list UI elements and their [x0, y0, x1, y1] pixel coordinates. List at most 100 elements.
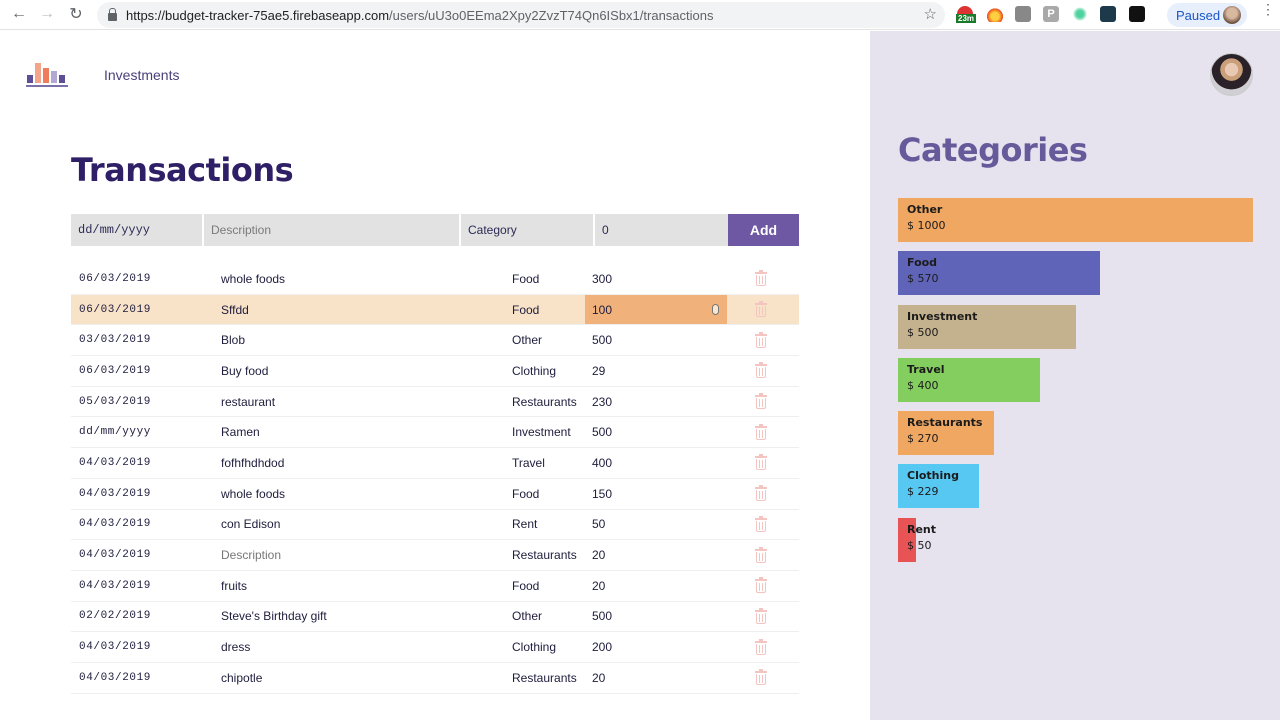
row-category[interactable]: Other — [512, 609, 543, 624]
category-select[interactable]: Category — [461, 214, 595, 246]
browser-menu-icon[interactable]: ⋮ — [1261, 1, 1275, 17]
url-text[interactable]: https://budget-tracker-75ae5.firebaseapp… — [126, 7, 714, 23]
row-amount[interactable]: 200 — [592, 640, 613, 655]
row-date[interactable]: 06/03/2019 — [79, 272, 152, 285]
row-description[interactable]: con Edison — [221, 517, 281, 532]
row-amount[interactable]: 500 — [592, 333, 613, 348]
delete-button[interactable] — [755, 663, 771, 693]
table-row[interactable]: 04/03/2019 fofhfhdhdod Travel 400 — [71, 448, 799, 479]
row-amount[interactable]: 20 — [592, 670, 606, 685]
row-description[interactable]: dress — [221, 640, 251, 655]
delete-button[interactable] — [755, 540, 771, 570]
row-amount[interactable]: 29 — [592, 363, 606, 378]
row-category[interactable]: Restaurants — [512, 670, 577, 685]
row-category[interactable]: Other — [512, 333, 543, 348]
row-amount[interactable]: 300 — [592, 271, 613, 286]
row-date[interactable]: 04/03/2019 — [79, 671, 152, 684]
extension-camera-icon[interactable] — [1015, 6, 1031, 22]
row-category[interactable]: Clothing — [512, 640, 557, 655]
extension-react-icon[interactable] — [1100, 6, 1116, 22]
row-date[interactable]: 03/03/2019 — [79, 334, 152, 347]
row-description[interactable]: chipotle — [221, 670, 263, 685]
row-description[interactable]: whole foods — [221, 486, 286, 501]
delete-button[interactable] — [755, 602, 771, 632]
row-description[interactable]: restaurant — [221, 394, 276, 409]
row-category[interactable]: Clothing — [512, 363, 557, 378]
row-description[interactable]: Blob — [221, 333, 246, 348]
amount-input[interactable]: 0 — [595, 214, 728, 246]
extension-timer-icon[interactable]: 23m — [956, 6, 977, 23]
row-date[interactable]: 02/02/2019 — [79, 610, 152, 623]
profile-paused-button[interactable]: Paused — [1167, 3, 1247, 27]
row-category[interactable]: Investment — [512, 425, 571, 440]
row-amount[interactable]: 50 — [592, 517, 606, 532]
row-description[interactable]: fofhfhdhdod — [221, 455, 285, 470]
row-date[interactable]: 06/03/2019 — [79, 364, 152, 377]
amount-stepper[interactable] — [712, 303, 719, 315]
nav-investments-link[interactable]: Investments — [104, 67, 180, 83]
table-row[interactable]: 04/03/2019 fruits Food 20 — [71, 571, 799, 602]
row-date[interactable]: dd/mm/yyyy — [79, 426, 152, 439]
row-category[interactable]: Food — [512, 578, 540, 593]
table-row[interactable]: 05/03/2019 restaurant Restaurants 230 — [71, 387, 799, 418]
row-description[interactable]: Sffdd — [221, 302, 249, 317]
table-row[interactable]: 06/03/2019 Sffdd Food 100 — [71, 294, 799, 326]
extension-fire-icon[interactable] — [987, 6, 1003, 22]
delete-button[interactable] — [755, 264, 771, 294]
row-amount[interactable]: 20 — [592, 578, 606, 593]
row-date[interactable]: 04/03/2019 — [79, 641, 152, 654]
back-icon[interactable]: ← — [11, 5, 27, 22]
row-amount[interactable]: 400 — [592, 455, 613, 470]
row-description[interactable]: Steve's Birthday gift — [221, 609, 327, 624]
table-row[interactable]: 04/03/2019 chipotle Restaurants 20 — [71, 663, 799, 694]
delete-button[interactable] — [755, 510, 771, 540]
row-description[interactable]: whole foods — [221, 271, 286, 286]
delete-button[interactable] — [755, 448, 771, 478]
table-row[interactable]: 06/03/2019 Buy food Clothing 29 — [71, 356, 799, 387]
row-date[interactable]: 05/03/2019 — [79, 395, 152, 408]
table-row[interactable]: 04/03/2019 dress Clothing 200 — [71, 632, 799, 663]
delete-button[interactable] — [755, 325, 771, 355]
row-date[interactable]: 04/03/2019 — [79, 579, 152, 592]
extension-dark-icon[interactable] — [1129, 6, 1145, 22]
row-date[interactable]: 04/03/2019 — [79, 549, 152, 562]
row-description[interactable]: Buy food — [221, 363, 269, 378]
row-amount[interactable]: 500 — [592, 425, 613, 440]
date-input[interactable]: dd/mm/yyyy — [71, 214, 204, 246]
table-row[interactable]: 06/03/2019 whole foods Food 300 — [71, 264, 799, 295]
delete-button[interactable] — [755, 632, 771, 662]
delete-button[interactable] — [755, 295, 771, 325]
delete-button[interactable] — [755, 356, 771, 386]
row-date[interactable]: 04/03/2019 — [79, 518, 152, 531]
row-amount[interactable]: 230 — [592, 394, 613, 409]
extension-radar-icon[interactable] — [1072, 6, 1088, 22]
description-input[interactable]: Description — [204, 214, 461, 246]
delete-button[interactable] — [755, 387, 771, 417]
row-amount[interactable]: 500 — [592, 609, 613, 624]
row-category[interactable]: Restaurants — [512, 394, 577, 409]
table-row[interactable]: dd/mm/yyyy Ramen Investment 500 — [71, 417, 799, 449]
bookmark-star-icon[interactable]: ☆ — [923, 6, 937, 23]
delete-button[interactable] — [755, 479, 771, 509]
row-description[interactable]: fruits — [221, 578, 248, 593]
table-row[interactable]: 02/02/2019 Steve's Birthday gift Other 500 — [71, 602, 799, 633]
address-bar[interactable]: https://budget-tracker-75ae5.firebaseapp… — [97, 2, 945, 28]
row-date[interactable]: 04/03/2019 — [79, 487, 152, 500]
extension-p-icon[interactable]: P — [1043, 6, 1059, 22]
row-amount-input[interactable]: 100 — [585, 294, 727, 325]
row-date[interactable]: 04/03/2019 — [79, 456, 152, 469]
table-row[interactable]: 03/03/2019 Blob Other 500 — [71, 325, 799, 357]
row-category[interactable]: Rent — [512, 517, 538, 532]
table-row[interactable]: 04/03/2019 con Edison Rent 50 — [71, 510, 799, 541]
row-category[interactable]: Food — [512, 271, 540, 286]
row-amount[interactable]: 150 — [592, 486, 613, 501]
row-description[interactable]: Description — [221, 548, 282, 563]
add-button[interactable]: Add — [728, 214, 799, 246]
reload-icon[interactable]: ↻ — [69, 6, 83, 23]
app-logo-icon[interactable] — [26, 61, 70, 87]
row-amount[interactable]: 20 — [592, 548, 606, 563]
forward-icon[interactable]: → — [39, 5, 55, 22]
row-category[interactable]: Food — [512, 486, 540, 501]
table-row[interactable]: 04/03/2019 Description Restaurants 20 — [71, 540, 799, 571]
delete-button[interactable] — [755, 417, 771, 447]
